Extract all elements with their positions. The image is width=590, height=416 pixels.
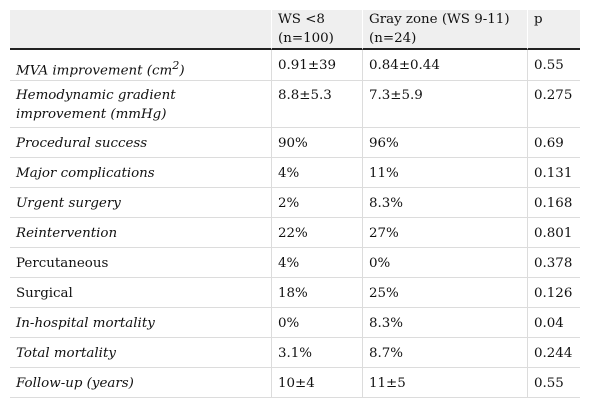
cell-ws-under-8: 90% (271, 128, 362, 159)
cell-ws-under-8: 4% (271, 158, 362, 189)
header-cell-empty (10, 10, 271, 50)
header-cell-gray-zone: Gray zone (WS 9-11) (n=24) (362, 10, 527, 50)
cell-gray-zone: 8.3% (362, 308, 527, 339)
row-label: Follow-up (years) (10, 368, 271, 399)
cell-gray-zone: 11% (362, 158, 527, 189)
table-row: Urgent surgery 2% 8.3% 0.168 (10, 188, 580, 219)
cell-ws-under-8: 8.8±5.3 (271, 81, 362, 129)
table-row: Reintervention 22% 27% 0.801 (10, 218, 580, 249)
row-label: In-hospital mortality (10, 308, 271, 339)
row-label: Major complications (10, 158, 271, 189)
table-header: WS <8 (n=100) Gray zone (WS 9-11) (n=24)… (10, 10, 580, 50)
table-row: Hemodynamic gradient improvement (mmHg) … (10, 81, 580, 129)
row-label: Urgent surgery (10, 188, 271, 219)
cell-p-value: 0.275 (527, 81, 580, 129)
cell-p-value: 0.126 (527, 278, 580, 309)
cell-ws-under-8: 10±4 (271, 368, 362, 399)
cell-gray-zone: 25% (362, 278, 527, 309)
table-row: Follow-up (years) 10±4 11±5 0.55 (10, 368, 580, 399)
table-row: Major complications 4% 11% 0.131 (10, 158, 580, 189)
header-cell-p: p (527, 10, 580, 50)
cell-ws-under-8: 3.1% (271, 338, 362, 369)
cell-ws-under-8: 4% (271, 248, 362, 279)
cell-p-value: 0.244 (527, 338, 580, 369)
table-row: In-hospital mortality 0% 8.3% 0.04 (10, 308, 580, 339)
row-label: Percutaneous (10, 248, 271, 279)
header-row: WS <8 (n=100) Gray zone (WS 9-11) (n=24)… (10, 10, 580, 50)
row-label: Total mortality (10, 338, 271, 369)
cell-gray-zone: 8.7% (362, 338, 527, 369)
header-p-label: p (534, 12, 543, 27)
cell-p-value: 0.55 (527, 368, 580, 399)
cell-gray-zone: 96% (362, 128, 527, 159)
row-label: Hemodynamic gradient improvement (mmHg) (10, 81, 271, 129)
cell-ws-under-8: 22% (271, 218, 362, 249)
table-row: MVA improvement (cm2) 0.91±39 0.84±0.44 … (10, 50, 580, 82)
cell-gray-zone: 0.84±0.44 (362, 50, 527, 82)
header-ws-count: (n=100) (278, 31, 334, 46)
cell-gray-zone: 0% (362, 248, 527, 279)
cell-p-value: 0.168 (527, 188, 580, 219)
header-cell-ws-under-8: WS <8 (n=100) (271, 10, 362, 50)
table-body: MVA improvement (cm2) 0.91±39 0.84±0.44 … (10, 50, 580, 399)
cell-ws-under-8: 0.91±39 (271, 50, 362, 82)
table-row: Procedural success 90% 96% 0.69 (10, 128, 580, 159)
row-label: Reintervention (10, 218, 271, 249)
cell-p-value: 0.69 (527, 128, 580, 159)
header-gray-label: Gray zone (WS 9-11) (369, 12, 510, 27)
row-label: Surgical (10, 278, 271, 309)
row-label-tail: ) (179, 63, 185, 79)
row-label-superscript: 2 (172, 59, 180, 72)
row-label: MVA improvement (cm2) (10, 50, 271, 82)
cell-p-value: 0.55 (527, 50, 580, 82)
table-row: Total mortality 3.1% 8.7% 0.244 (10, 338, 580, 369)
cell-p-value: 0.131 (527, 158, 580, 189)
cell-ws-under-8: 0% (271, 308, 362, 339)
header-ws-label: WS <8 (278, 12, 325, 27)
cell-gray-zone: 8.3% (362, 188, 527, 219)
cell-ws-under-8: 2% (271, 188, 362, 219)
cell-p-value: 0.378 (527, 248, 580, 279)
cell-p-value: 0.801 (527, 218, 580, 249)
cell-gray-zone: 7.3±5.9 (362, 81, 527, 129)
cell-p-value: 0.04 (527, 308, 580, 339)
table-row: Percutaneous 4% 0% 0.378 (10, 248, 580, 279)
cell-gray-zone: 11±5 (362, 368, 527, 399)
cell-ws-under-8: 18% (271, 278, 362, 309)
row-label-text: MVA improvement (cm (16, 63, 173, 79)
table-row: Surgical 18% 25% 0.126 (10, 278, 580, 309)
row-label: Procedural success (10, 128, 271, 159)
header-gray-count: (n=24) (369, 31, 417, 46)
cell-gray-zone: 27% (362, 218, 527, 249)
results-table: WS <8 (n=100) Gray zone (WS 9-11) (n=24)… (10, 10, 580, 399)
